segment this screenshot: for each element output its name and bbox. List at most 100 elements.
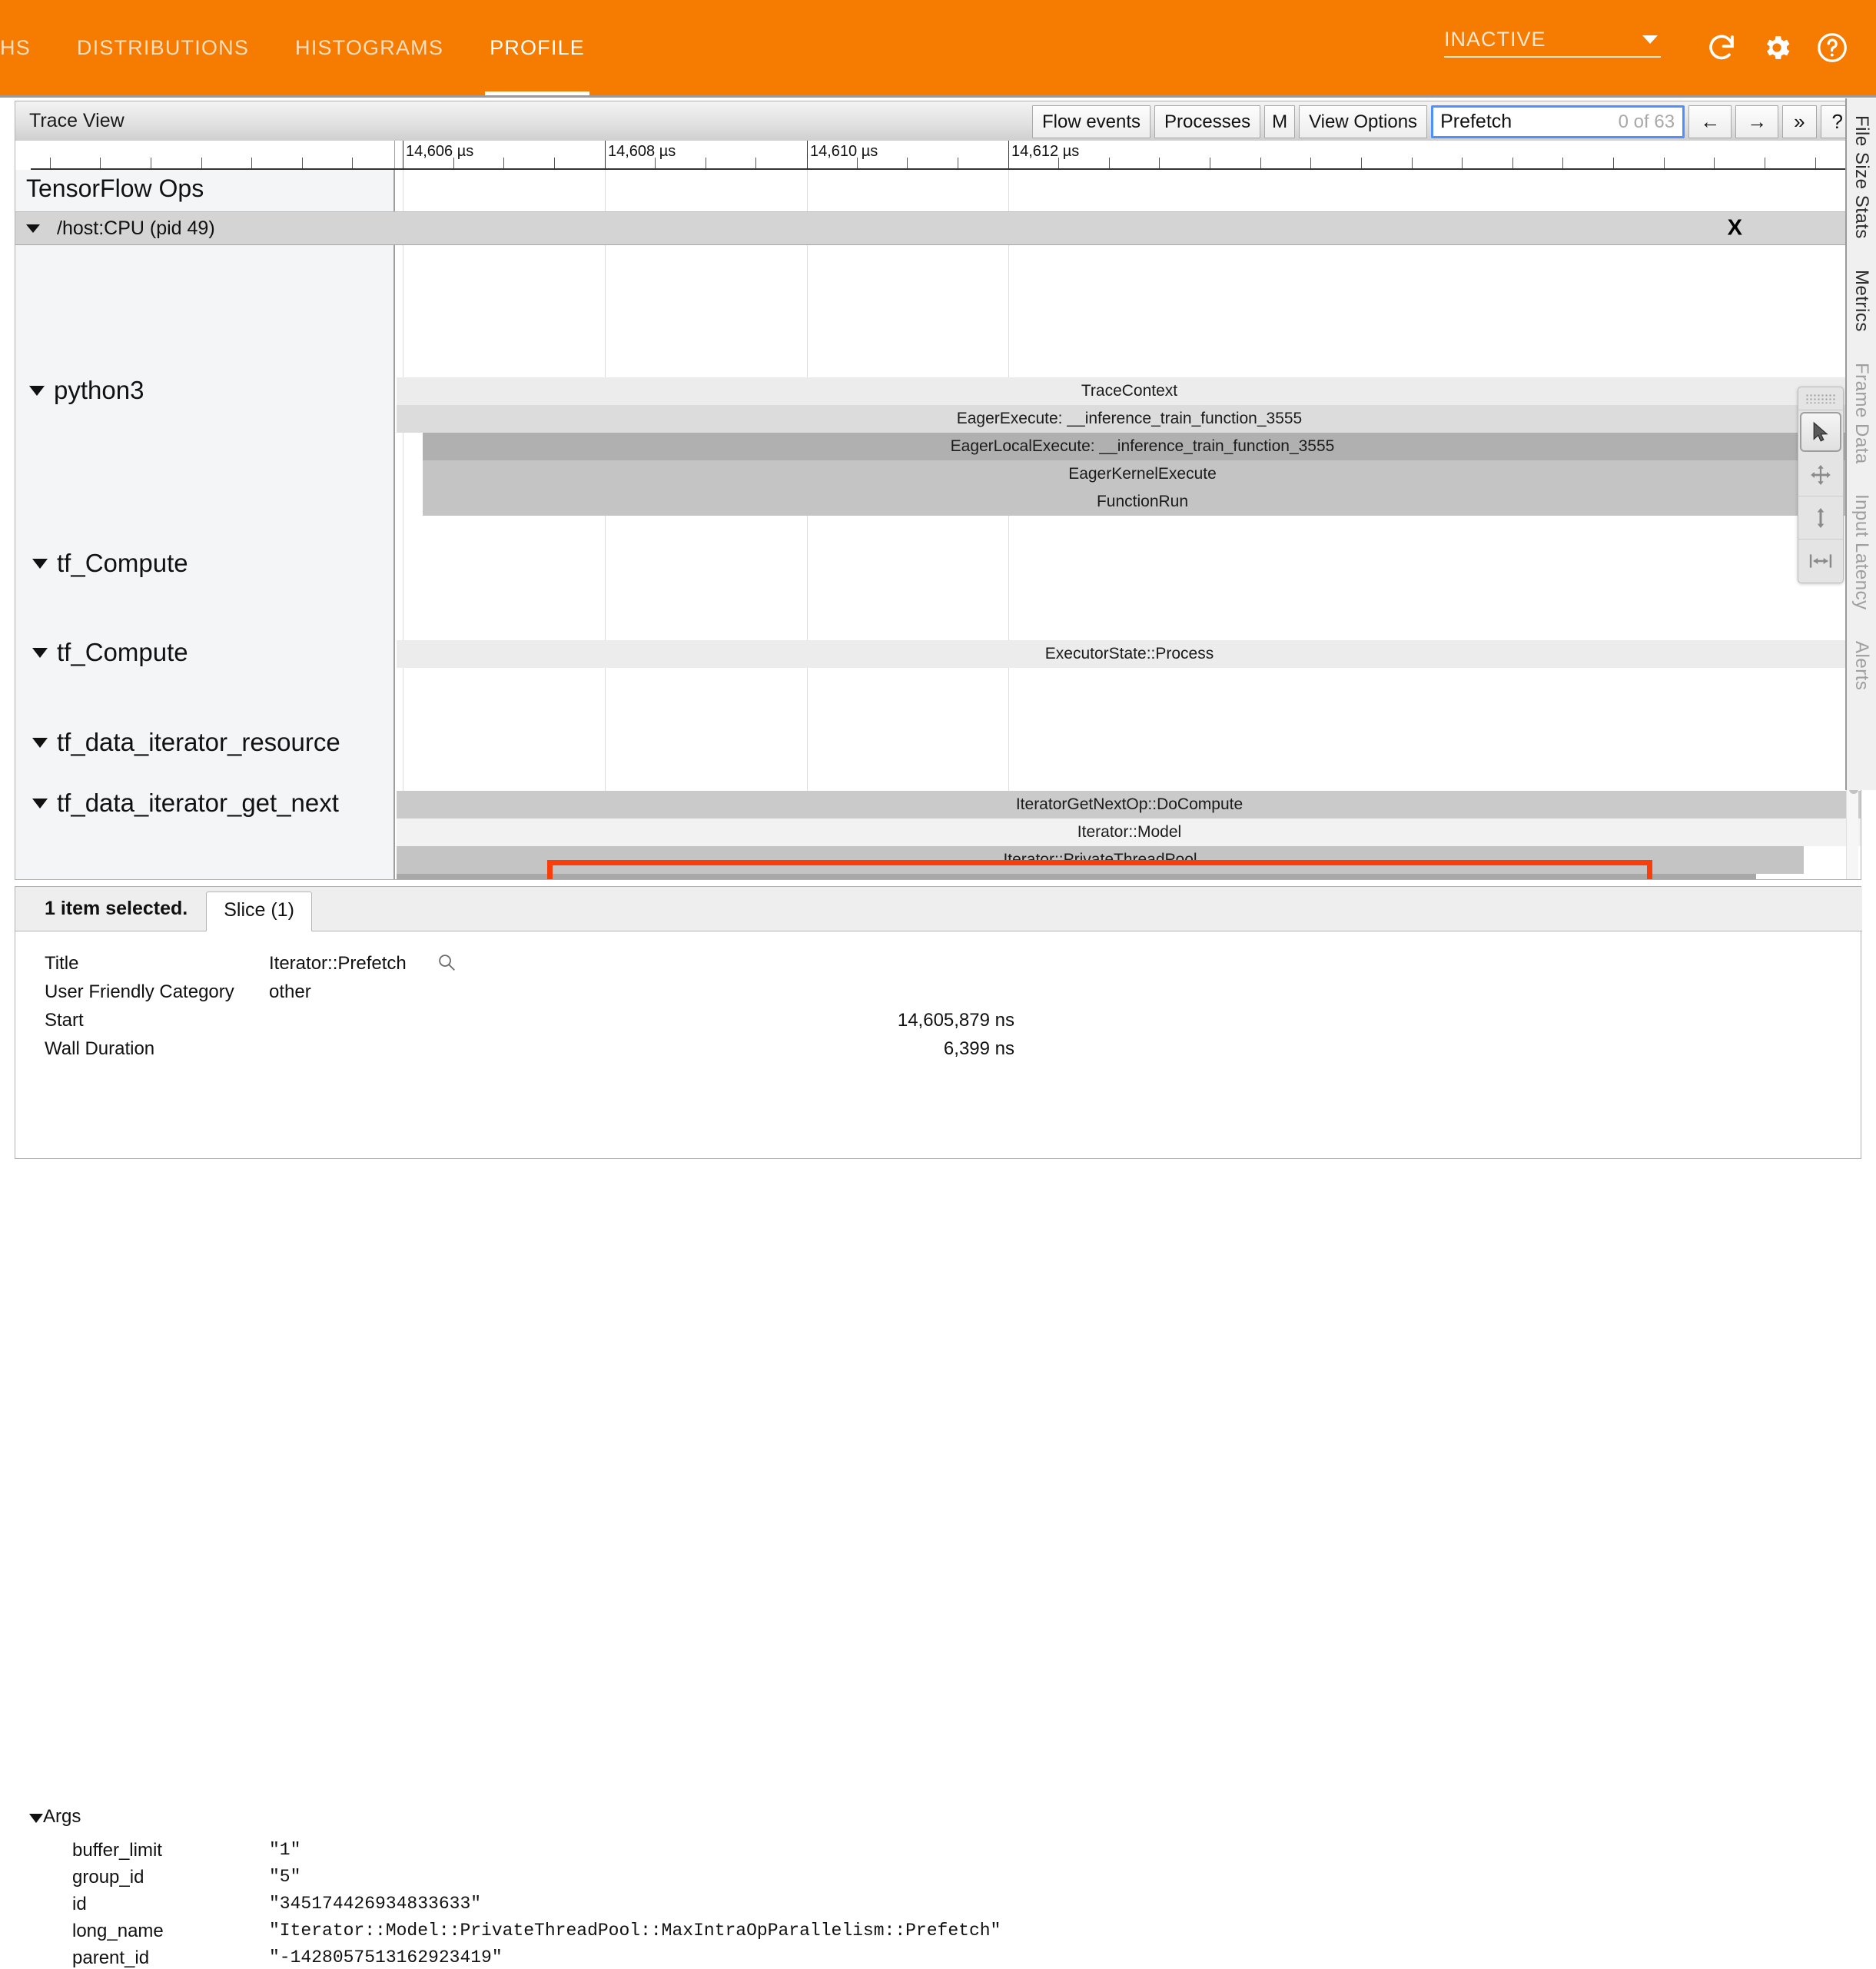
ruler-tick-label: 14,606 µs [406,143,474,160]
close-icon[interactable]: X [1727,215,1742,241]
nav-tab-distributions[interactable]: DISTRIBUTIONS [76,35,250,59]
trace-slice[interactable]: Iterator::MaxIntraOpParallelism [397,874,1756,879]
track-header-column [15,170,395,879]
detail-key: Wall Duration [45,1038,155,1059]
nav-tab-profile[interactable]: PROFILE [467,0,608,95]
select-tool-button[interactable] [1800,412,1841,452]
ruler-minor-tick [857,158,858,170]
details-tabbar: 1 item selected. Slice (1) [15,887,1862,931]
metrics-button[interactable]: M [1264,105,1296,138]
slice-row: FunctionRun [397,488,1861,516]
ruler-left-gutter [15,141,395,170]
processes-button[interactable]: Processes [1154,105,1261,138]
process-group-row[interactable]: /host:CPU (pid 49) X [15,211,1861,245]
palette-drag-handle[interactable] [1798,387,1843,410]
ruler-major-tick [1008,141,1009,170]
column-header-tensorflow-ops: TensorFlow Ops [26,174,204,202]
rail-tab-alerts[interactable]: Alerts [1851,641,1872,691]
ruler-minor-tick [50,158,51,170]
ruler-minor-tick [1815,158,1816,170]
ruler-tick-label: 14,612 µs [1011,143,1080,160]
slice-row: EagerKernelExecute [397,460,1861,488]
right-side-tab-rail: File Size Stats Metrics Frame Data Input La… [1845,98,1876,790]
ruler-tick-label: 14,610 µs [810,143,878,160]
trace-slice[interactable]: EagerKernelExecute [423,460,1861,488]
arg-key: group_id [72,1867,144,1888]
caret-down-icon[interactable] [32,798,48,809]
header-right-controls: INACTIVE [1444,0,1856,95]
timing-tool-button[interactable] [1798,540,1843,583]
detail-value: other [269,981,311,1002]
args-caret-down-icon[interactable] [29,1814,43,1823]
ruler-minor-tick [1159,158,1160,170]
trace-canvas[interactable]: TensorFlow Ops /host:CPU (pid 49) X pyth… [15,170,1861,880]
pan-tool-button[interactable] [1798,453,1843,496]
trace-slice[interactable]: EagerLocalExecute: __inference_train_fun… [423,433,1861,460]
trace-slice[interactable]: Iterator::Model [397,818,1861,846]
nav-tab-histograms[interactable]: HISTOGRAMS [295,35,444,59]
overflow-menu-button[interactable]: » [1782,105,1817,138]
help-circle-icon[interactable] [1808,24,1856,71]
ruler-minor-tick [1058,158,1059,170]
search-icon[interactable] [437,952,457,976]
trace-slice[interactable]: Iterator::PrivateThreadPool [397,846,1804,874]
track-label-text: python3 [54,376,144,404]
caret-down-icon[interactable] [26,224,40,233]
ruler-minor-tick [1462,158,1463,170]
trace-slice[interactable]: TraceContext [397,377,1861,405]
slice-row: EagerExecute: __inference_train_function… [397,405,1861,433]
ruler-minor-tick [655,158,656,170]
search-prev-button[interactable]: ← [1688,105,1732,138]
flow-events-button[interactable]: Flow events [1031,105,1151,138]
zoom-tool-button[interactable] [1798,496,1843,540]
gear-icon[interactable] [1753,24,1801,71]
track-label-tf-compute[interactable]: tf_Compute [32,549,188,578]
ruler-minor-tick [1562,158,1563,170]
nav-tab-hs[interactable]: HS [0,35,31,59]
caret-down-icon[interactable] [32,558,48,569]
search-next-button[interactable]: → [1735,105,1779,138]
ruler-minor-tick [352,158,353,170]
arg-key: buffer_limit [72,1840,162,1861]
track-label-text: tf_Compute [57,638,188,666]
run-selector-value: INACTIVE [1444,27,1546,51]
ruler-minor-tick [1109,158,1110,170]
gridline [807,170,808,879]
ruler-minor-tick [755,158,756,170]
rail-tab-frame-data[interactable]: Frame Data [1851,362,1872,464]
selection-summary: 1 item selected. [45,898,188,919]
track-label-tf-compute[interactable]: tf_Compute [32,638,188,667]
rail-tab-input-latency[interactable]: Input Latency [1851,494,1872,611]
trace-slice[interactable]: IteratorGetNextOp::DoCompute [397,791,1861,818]
caret-down-icon[interactable] [29,385,45,396]
trace-slice[interactable]: FunctionRun [423,488,1861,516]
arg-value: "1" [269,1840,301,1860]
ruler-minor-tick [100,158,101,170]
search-result-count: 0 of 63 [1618,111,1675,132]
track-label-tf-data-iterator-get-next[interactable]: tf_data_iterator_get_next [32,789,339,818]
arg-value: "-1428057513162923419" [269,1947,503,1967]
detail-key: Start [45,1010,84,1031]
trace-toolbar: Flow events Processes M View Options Pre… [1028,105,1854,138]
rail-tab-file-size-stats[interactable]: File Size Stats [1851,115,1872,239]
caret-down-icon[interactable] [32,647,48,658]
trace-slice[interactable]: ExecutorState::Process [397,640,1861,668]
detail-value: 6,399 ns [943,1038,1014,1059]
tab-slice[interactable]: Slice (1) [206,892,312,931]
view-options-button[interactable]: View Options [1299,105,1428,138]
caret-down-icon[interactable] [32,737,48,748]
ruler-minor-tick [453,158,454,170]
refresh-icon[interactable] [1698,24,1745,71]
track-label-python3[interactable]: python3 [29,376,144,405]
rail-tab-metrics[interactable]: Metrics [1851,269,1872,332]
ruler-minor-tick [302,158,303,170]
app-header: HS DISTRIBUTIONS HISTOGRAMS PROFILE INACTIV… [0,0,1876,95]
search-input[interactable]: Prefetch 0 of 63 [1431,105,1685,138]
slice-row: Iterator::MaxIntraOpParallelism [397,874,1861,879]
run-selector-dropdown[interactable]: INACTIVE [1444,28,1661,68]
timeline-ruler[interactable]: 14,606 µs 14,608 µs 14,610 µs 14,612 µs [15,141,1861,170]
track-label-tf-data-iterator-resource[interactable]: tf_data_iterator_resource [32,728,340,757]
trace-slice[interactable]: EagerExecute: __inference_train_function… [397,405,1861,433]
detail-key: Title [45,953,79,974]
ruler-minor-tick [1613,158,1614,170]
